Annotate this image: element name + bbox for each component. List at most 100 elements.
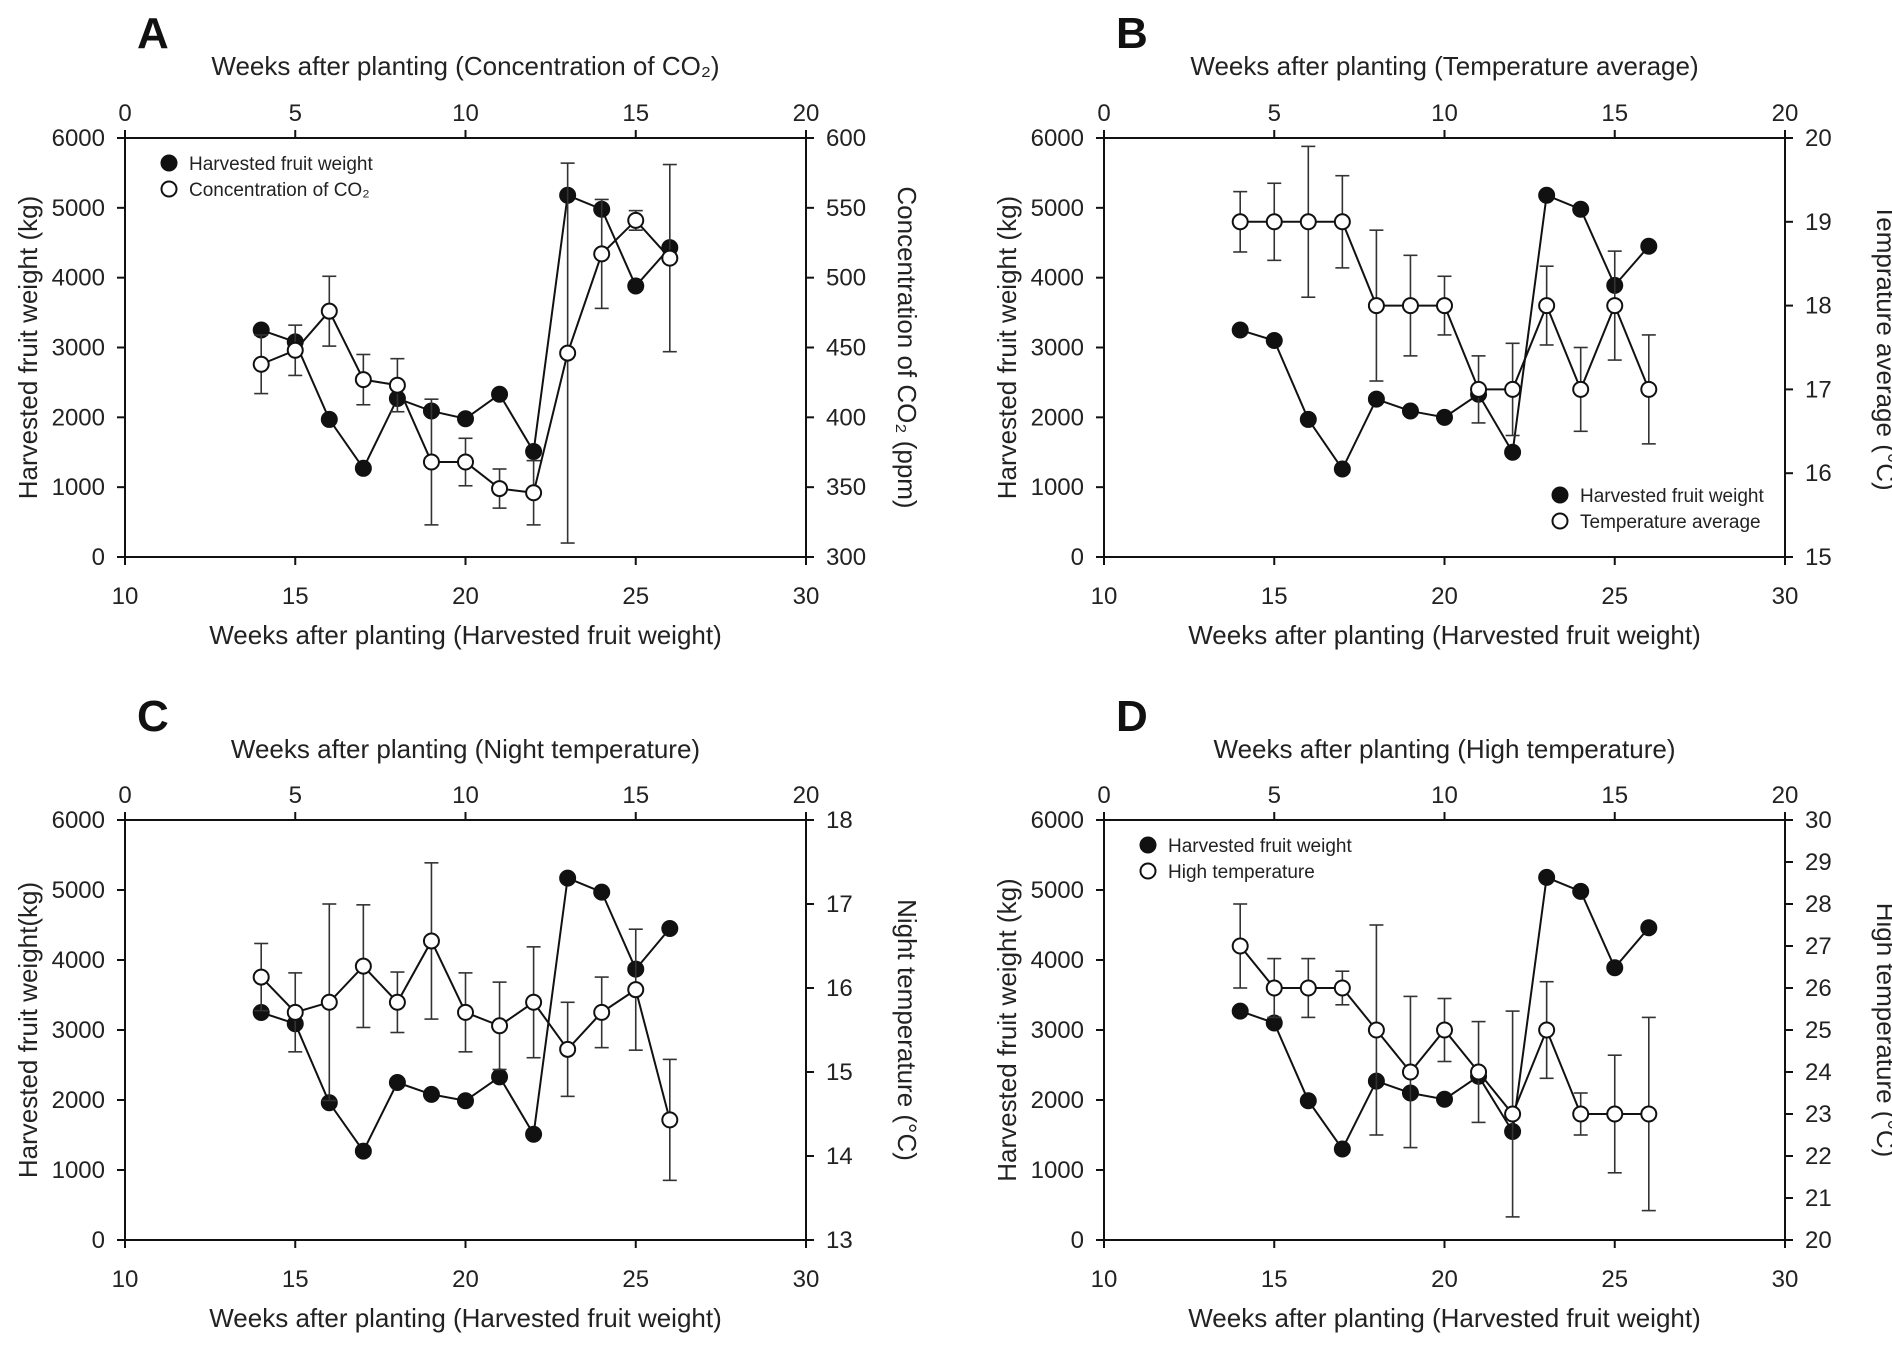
bottom-x-tick-label: 15 — [282, 1266, 309, 1293]
top-x-tick-label: 0 — [118, 100, 131, 127]
open-data-point — [661, 1111, 679, 1129]
bottom-x-tick-label: 10 — [112, 1266, 139, 1293]
series-harvested-fruit-weight — [1231, 186, 1658, 478]
left-y-tick-label: 0 — [1071, 1227, 1084, 1254]
open-data-point — [1470, 1063, 1488, 1081]
right-y-tick-label: 17 — [826, 891, 853, 918]
open-data-point — [525, 484, 543, 502]
filled-data-point — [1231, 1002, 1249, 1020]
bottom-x-tick-label: 30 — [1772, 1266, 1799, 1293]
legend-label: Harvested fruit weight — [189, 154, 373, 175]
filled-data-point — [457, 410, 474, 428]
right-y-axis-title: Concentration of CO₂ (ppm) — [892, 186, 922, 508]
left-y-tick-label: 2000 — [1031, 1087, 1084, 1114]
left-y-tick-label: 3000 — [1031, 1017, 1084, 1044]
left-y-axis-title: Harvested fruit weight (kg) — [992, 196, 1022, 499]
filled-data-point — [422, 1085, 440, 1103]
top-x-tick-label: 5 — [289, 782, 302, 809]
series-environment — [252, 162, 679, 544]
right-y-axis-title: Temprature average (°C) — [1871, 204, 1892, 490]
filled-data-point — [1231, 321, 1249, 339]
left-y-tick-label: 6000 — [1031, 125, 1084, 152]
open-data-point — [422, 932, 440, 950]
right-y-tick-label: 16 — [1805, 460, 1832, 487]
left-y-tick-label: 4000 — [52, 265, 105, 292]
open-data-point — [1299, 213, 1317, 231]
filled-data-point — [525, 1125, 543, 1143]
top-x-tick-label: 20 — [793, 782, 820, 809]
open-data-point — [1333, 213, 1351, 231]
right-y-tick-label: 20 — [1805, 125, 1832, 152]
open-data-point — [1231, 937, 1249, 955]
bottom-x-tick-label: 25 — [622, 583, 649, 610]
open-data-point — [1640, 1105, 1658, 1123]
filled-data-point — [1538, 186, 1556, 204]
bottom-x-axis-title: Weeks after planting (Harvested fruit we… — [209, 620, 722, 650]
right-y-tick-label: 400 — [826, 404, 866, 431]
filled-data-point — [525, 443, 543, 461]
right-y-axis-title: High temperature (°C) — [1871, 903, 1892, 1158]
right-y-tick-label: 29 — [1805, 849, 1832, 876]
left-y-tick-label: 3000 — [52, 335, 105, 362]
open-data-point — [1401, 297, 1419, 315]
bottom-x-tick-label: 25 — [622, 1266, 649, 1293]
right-y-tick-label: 15 — [826, 1059, 853, 1086]
left-y-tick-label: 4000 — [52, 947, 105, 974]
right-y-tick-label: 14 — [826, 1143, 853, 1170]
right-y-tick-label: 350 — [826, 474, 866, 501]
top-x-axis-title: Weeks after planting (Temperature averag… — [1190, 51, 1698, 81]
open-data-point — [1572, 1105, 1590, 1123]
left-y-tick-label: 6000 — [1031, 807, 1084, 834]
bottom-x-tick-label: 20 — [452, 583, 479, 610]
open-data-point — [1299, 979, 1317, 997]
top-x-tick-label: 20 — [793, 100, 820, 127]
right-y-tick-label: 24 — [1805, 1059, 1832, 1086]
right-y-tick-label: 600 — [826, 125, 866, 152]
legend-marker — [1139, 862, 1157, 880]
series-harvested-fruit-weight — [252, 186, 679, 477]
open-data-point — [661, 249, 679, 267]
filled-data-point — [1504, 443, 1522, 461]
bottom-x-tick-label: 10 — [112, 583, 139, 610]
filled-data-point — [1333, 460, 1351, 478]
open-data-point — [1538, 297, 1556, 315]
panel-letter: D — [1116, 692, 1148, 741]
right-y-tick-label: 450 — [826, 335, 866, 362]
top-x-tick-label: 10 — [1431, 782, 1458, 809]
open-data-point — [1504, 1105, 1522, 1123]
top-x-tick-label: 5 — [289, 100, 302, 127]
open-data-point — [559, 344, 577, 362]
legend-marker — [160, 180, 178, 198]
top-x-tick-label: 15 — [1601, 782, 1628, 809]
right-y-tick-label: 500 — [826, 265, 866, 292]
left-y-tick-label: 5000 — [1031, 877, 1084, 904]
legend: Harvested fruit weight Temperature averag… — [1551, 486, 1764, 533]
chart-panel-d: D 10 15 20 25 30 0 5 10 15 20 0 1000 2000 3000 4000 5000… — [992, 692, 1892, 1333]
filled-data-point — [1538, 868, 1556, 886]
right-y-tick-label: 27 — [1805, 933, 1832, 960]
left-y-tick-label: 0 — [92, 544, 105, 571]
bottom-x-tick-label: 10 — [1091, 1266, 1118, 1293]
left-y-tick-label: 3000 — [52, 1017, 105, 1044]
bottom-x-axis-title: Weeks after planting (Harvested fruit we… — [1188, 620, 1701, 650]
left-y-axis-title: Harvested fruit weight (kg) — [13, 196, 43, 499]
left-y-tick-label: 6000 — [52, 125, 105, 152]
open-data-point — [1265, 213, 1283, 231]
top-x-tick-label: 10 — [1431, 100, 1458, 127]
right-y-tick-label: 28 — [1805, 891, 1832, 918]
right-y-tick-label: 300 — [826, 544, 866, 571]
open-data-point — [457, 1003, 474, 1021]
left-y-tick-label: 2000 — [1031, 404, 1084, 431]
open-data-point — [627, 211, 645, 229]
left-y-tick-label: 6000 — [52, 807, 105, 834]
left-y-tick-label: 5000 — [1031, 195, 1084, 222]
filled-data-point — [1333, 1140, 1351, 1158]
left-y-axis-title: Harvested fruit weight (kg) — [992, 878, 1022, 1181]
top-x-axis-title: Weeks after planting (Night temperature) — [231, 734, 700, 764]
open-data-point — [422, 453, 440, 471]
right-y-tick-label: 13 — [826, 1227, 853, 1254]
open-data-point — [1504, 380, 1522, 398]
open-data-point — [593, 1003, 611, 1021]
